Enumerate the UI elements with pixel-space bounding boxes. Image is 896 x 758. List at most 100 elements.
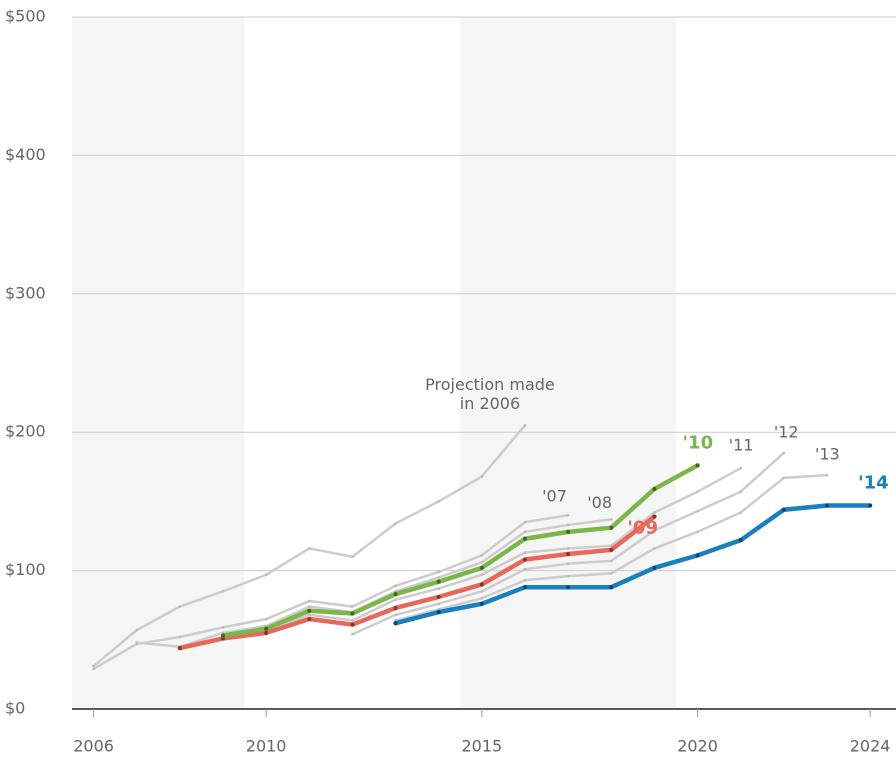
point (523, 423, 527, 427)
point (781, 507, 786, 512)
point (394, 613, 397, 617)
point (566, 551, 571, 556)
point (566, 513, 570, 517)
point (868, 503, 873, 508)
point (351, 605, 354, 608)
point (480, 573, 484, 577)
point (307, 608, 312, 613)
x-tick-label: 2006 (73, 737, 114, 756)
x-tick-label: 2015 (461, 737, 502, 756)
point (393, 592, 398, 597)
point (696, 530, 699, 534)
point (437, 500, 441, 503)
point (696, 490, 699, 494)
series-line (220, 463, 700, 638)
series-line (393, 503, 873, 626)
point (522, 585, 527, 590)
point (351, 555, 354, 559)
point (609, 547, 614, 552)
point (437, 587, 441, 590)
y-tick-label: $400 (5, 145, 46, 164)
shaded-band (72, 17, 245, 709)
point (307, 617, 312, 622)
series-label: '14 (858, 473, 889, 494)
point (824, 503, 829, 508)
point (566, 574, 570, 578)
series-label: '08 (587, 493, 612, 512)
point (177, 646, 182, 651)
point (739, 511, 742, 514)
point (394, 584, 397, 588)
point (350, 611, 355, 616)
point (264, 617, 268, 621)
point (220, 633, 225, 638)
y-tick-label: $0 (5, 699, 25, 718)
series-label: '09 (627, 518, 658, 539)
point (178, 605, 182, 608)
point (653, 529, 656, 532)
series-label: '07 (542, 487, 567, 506)
point (825, 473, 829, 477)
point (566, 585, 571, 590)
point (523, 551, 527, 554)
point (479, 601, 484, 606)
point (695, 553, 700, 558)
series-label: '12 (774, 422, 799, 441)
point (695, 463, 700, 468)
point (609, 525, 614, 530)
point (782, 451, 786, 455)
point (92, 664, 95, 668)
point (480, 560, 484, 564)
point (653, 511, 656, 514)
point (609, 518, 613, 521)
point (566, 562, 570, 565)
shaded-band (460, 17, 676, 709)
series-label: '10 (683, 432, 714, 453)
point (479, 565, 484, 570)
point (609, 585, 614, 590)
point (437, 570, 441, 574)
point (436, 579, 441, 584)
point (480, 596, 484, 600)
point (307, 613, 311, 617)
point (221, 590, 225, 593)
point (394, 598, 397, 601)
point (652, 486, 657, 491)
series-label: Projection made in 2006 (425, 375, 555, 414)
x-tick-label: 2024 (850, 737, 891, 756)
point (522, 536, 527, 541)
point (523, 567, 527, 571)
y-tick-label: $100 (5, 560, 46, 579)
point (523, 520, 527, 524)
x-tick-label: 2010 (246, 737, 287, 756)
point (436, 594, 441, 599)
series-label: '13 (815, 445, 840, 464)
point (264, 630, 269, 635)
series-line (264, 466, 742, 633)
point (696, 509, 699, 513)
point (782, 476, 786, 480)
series-line (177, 514, 657, 651)
point (393, 621, 398, 626)
point (92, 667, 95, 671)
y-tick-label: $200 (5, 422, 46, 441)
point (351, 632, 354, 636)
point (566, 547, 570, 550)
point (523, 578, 527, 582)
point (264, 573, 268, 577)
point (566, 523, 570, 527)
point (652, 514, 657, 519)
point (522, 557, 527, 562)
point (437, 576, 441, 579)
point (307, 547, 311, 550)
point (350, 622, 355, 627)
point (480, 554, 484, 557)
point (738, 538, 743, 543)
point (652, 565, 657, 570)
series-line (92, 513, 570, 671)
point (739, 490, 742, 494)
point (178, 635, 182, 639)
point (393, 605, 398, 610)
